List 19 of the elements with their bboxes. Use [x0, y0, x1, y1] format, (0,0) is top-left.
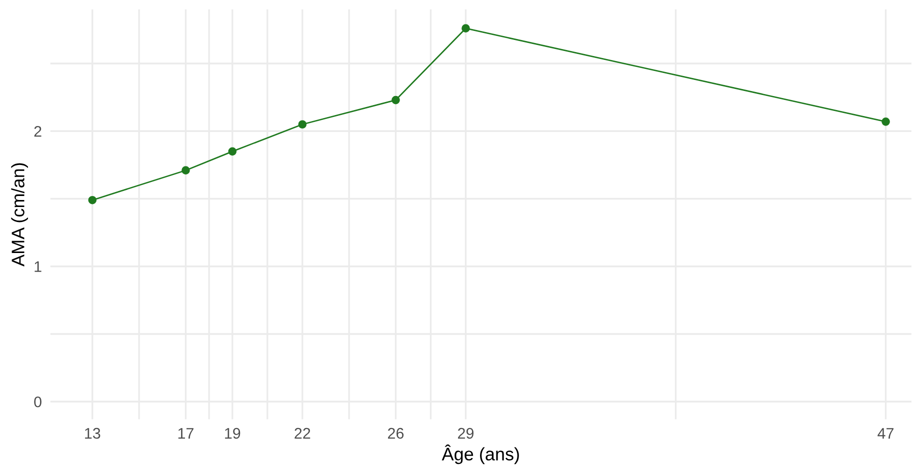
point	[392, 96, 400, 104]
point	[298, 120, 307, 129]
point	[88, 196, 97, 204]
y-axis-title: AMA (cm/an)	[11, 163, 28, 266]
x-tick-label: 29	[458, 428, 474, 439]
x-tick-label: 19	[225, 428, 240, 439]
x-tick-label: 22	[294, 428, 310, 439]
y-tick-label: 1	[34, 261, 42, 272]
point	[882, 118, 890, 126]
x-tick-label: 17	[178, 428, 194, 439]
x-tick-label: 26	[388, 428, 404, 439]
x-axis-title: Âge (ans)	[442, 444, 519, 464]
y-tick-label: 0	[34, 396, 42, 408]
point	[228, 147, 237, 156]
y-tick-label: 2	[34, 126, 42, 137]
point	[462, 24, 470, 33]
x-tick-label: 13	[85, 428, 100, 439]
x-tick-label: 47	[878, 428, 894, 439]
point	[182, 166, 190, 175]
